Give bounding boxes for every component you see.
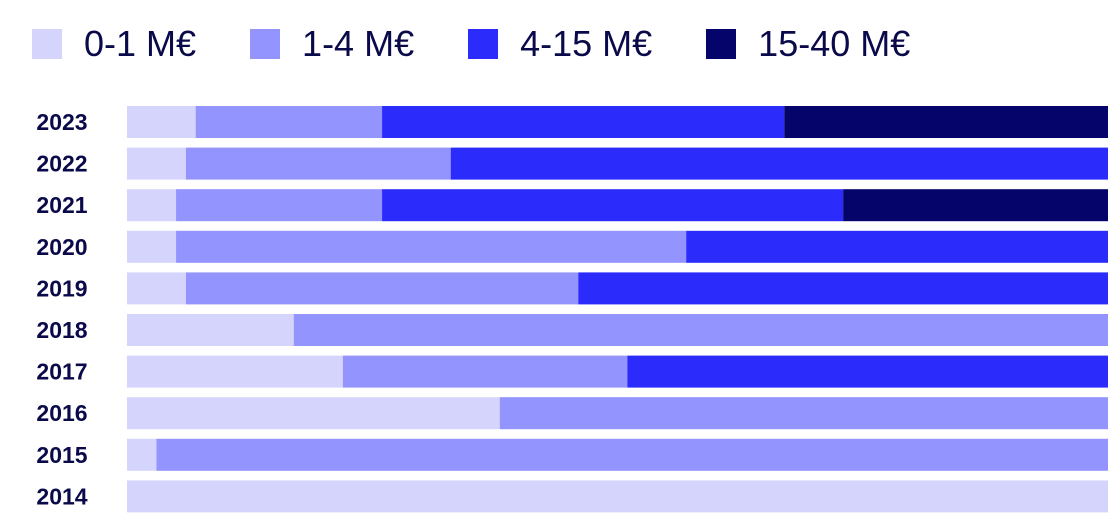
legend-swatch-4-15	[468, 29, 499, 59]
y-tick-label-2019: 2019	[36, 275, 87, 301]
y-tick-label-2015: 2015	[36, 442, 87, 468]
y-tick-label-2022: 2022	[36, 151, 87, 177]
y-tick-label-2017: 2017	[36, 359, 87, 385]
y-tick-label-2014: 2014	[36, 483, 87, 509]
bar-segment-2019-series-0	[127, 272, 186, 305]
y-tick-label-2018: 2018	[36, 317, 87, 343]
legend-item-0-1: 0-1 M€	[32, 23, 196, 65]
y-tick-label-2016: 2016	[36, 400, 87, 426]
bar-segment-2019-series-1	[185, 272, 579, 305]
legend-label-15-40: 15-40 M€	[758, 23, 911, 64]
y-tick-label-2023: 2023	[36, 109, 87, 135]
bar-segment-2016-series-0	[127, 397, 500, 430]
y-tick-label-2021: 2021	[36, 192, 87, 218]
legend-label-4-15: 4-15 M€	[520, 23, 653, 64]
legend-label-0-1: 0-1 M€	[84, 23, 197, 64]
bar-segment-2021-series-2	[382, 189, 844, 222]
bar-segment-2020-series-0	[127, 230, 177, 263]
bar-segment-2023-series-1	[195, 106, 383, 138]
legend-swatch-15-40	[706, 29, 737, 59]
bar-segment-2023-series-0	[127, 106, 196, 138]
bar-segment-2016-series-1	[499, 397, 1108, 430]
legend-swatch-1-4	[250, 29, 281, 59]
legend-item-4-15: 4-15 M€	[468, 23, 652, 65]
legend-swatch-0-1	[32, 29, 62, 59]
bar-segment-2023-series-2	[382, 106, 785, 138]
bar-segment-2017-series-0	[127, 355, 343, 388]
bar-segment-2022-series-0	[127, 147, 186, 180]
legend-item-1-4: 1-4 M€	[250, 23, 414, 65]
legend-item-15-40: 15-40 M€	[706, 23, 910, 65]
bar-segment-2015-series-1	[156, 438, 1108, 471]
bar-segment-2018-series-0	[127, 314, 294, 346]
bar-segment-2018-series-1	[293, 314, 1108, 346]
bar-segment-2022-series-1	[185, 147, 451, 180]
bar-segment-2019-series-2	[578, 272, 1108, 305]
bar-segment-2021-series-1	[176, 189, 383, 222]
bar-segment-2021-series-3	[843, 189, 1108, 222]
bar-segment-2014-series-0	[127, 480, 1108, 513]
bar-segment-2015-series-0	[127, 438, 157, 471]
bar-segment-2023-series-3	[784, 106, 1108, 138]
legend: 0-1 M€ 1-4 M€ 4-15 M€ 15-40 M€	[32, 22, 964, 66]
bar-segment-2020-series-1	[176, 230, 687, 263]
bar-segment-2020-series-2	[686, 230, 1108, 263]
bar-segment-2022-series-2	[450, 147, 1108, 180]
y-tick-label-2020: 2020	[36, 234, 87, 260]
legend-label-1-4: 1-4 M€	[302, 23, 415, 64]
bar-segment-2021-series-0	[127, 189, 177, 222]
bar-segment-2017-series-1	[342, 355, 628, 388]
bar-segment-2017-series-2	[627, 355, 1108, 388]
